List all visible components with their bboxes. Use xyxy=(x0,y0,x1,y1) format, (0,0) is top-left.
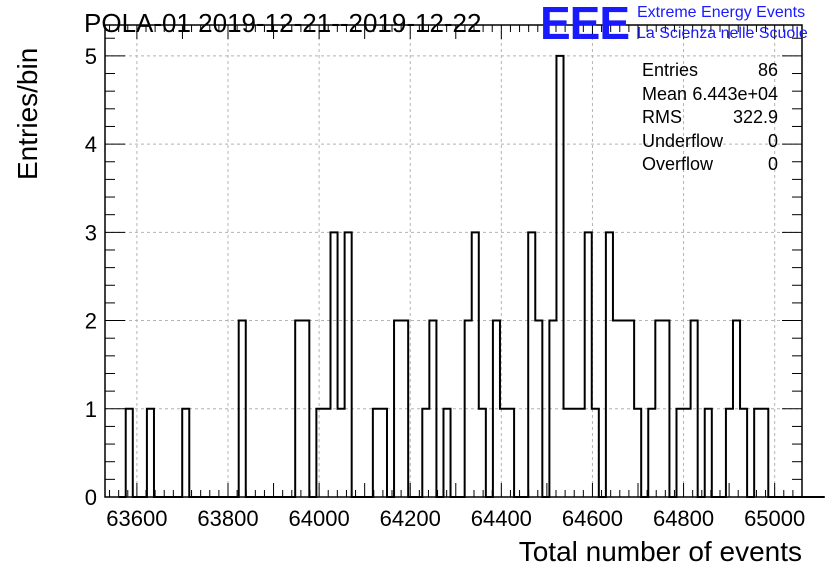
stat-value: 6.443e+04 xyxy=(692,83,778,104)
histogram-bin xyxy=(676,409,683,497)
histogram-bin xyxy=(535,321,542,497)
histogram-bin xyxy=(316,409,323,497)
histogram-bin xyxy=(556,56,563,497)
stat-name: Entries xyxy=(642,60,699,80)
y-axis-label: Entries/bin xyxy=(12,47,43,180)
histogram-bin xyxy=(500,409,507,497)
histogram-bin xyxy=(733,321,740,497)
histogram-bin xyxy=(592,409,599,497)
histogram-bin xyxy=(564,409,571,497)
stat-value: 0 xyxy=(767,154,778,174)
histogram-bin xyxy=(662,321,669,497)
histogram-bin xyxy=(684,409,691,497)
histogram-bin xyxy=(754,409,761,497)
stat-name: Mean xyxy=(642,83,688,104)
histogram-bin xyxy=(606,232,613,497)
histogram-bin xyxy=(239,321,246,497)
histogram-bin xyxy=(338,409,345,497)
eee-logo-line1: Extreme Energy Events xyxy=(637,4,806,21)
x-tick-label: 63800 xyxy=(197,506,258,531)
eee-logo-mark: EEE xyxy=(540,0,630,49)
stats-box: Entries 86 Mean 6.443e+04 RMS 322.9 Unde… xyxy=(640,60,780,178)
histogram-bin xyxy=(422,409,429,497)
histogram-bin xyxy=(634,409,641,497)
histogram-bin xyxy=(126,409,133,497)
histogram-bin xyxy=(295,321,302,497)
histogram-bin xyxy=(380,409,387,497)
histogram-bin xyxy=(627,321,634,497)
stat-name: Underflow xyxy=(642,130,724,151)
stat-name: RMS xyxy=(642,107,682,127)
y-tick-label: 5 xyxy=(85,44,97,69)
histogram-bin xyxy=(401,321,408,497)
histogram-bin xyxy=(443,409,450,497)
histogram-bin xyxy=(655,321,662,497)
histogram-bin xyxy=(507,409,514,497)
histogram-bin xyxy=(761,409,768,497)
eee-logo-line2: La Scienza nelle Scuole xyxy=(637,25,808,42)
histogram-bin xyxy=(585,232,592,497)
stats-row-underflow: Underflow 0 xyxy=(640,131,780,155)
histogram-bin xyxy=(549,321,556,497)
histogram-bin xyxy=(331,232,338,497)
y-tick-label: 4 xyxy=(85,132,97,157)
histogram-bin xyxy=(182,409,189,497)
histogram-bin xyxy=(345,232,352,497)
histogram-bin xyxy=(323,409,330,497)
eee-logo: EEE Extreme Energy Events La Scienza nel… xyxy=(540,0,830,49)
histogram-bin xyxy=(726,409,733,497)
x-tick-label: 64800 xyxy=(653,506,714,531)
y-tick-label: 3 xyxy=(85,220,97,245)
stat-value: 0 xyxy=(767,130,778,151)
histogram-bin xyxy=(571,409,578,497)
stat-value: 86 xyxy=(757,60,778,80)
histogram-bin xyxy=(394,321,401,497)
histogram-bin xyxy=(705,409,712,497)
histogram-outline xyxy=(118,54,825,498)
histogram-bin xyxy=(528,232,535,497)
histogram-bin xyxy=(613,321,620,497)
y-tick-label: 2 xyxy=(85,309,97,334)
x-tick-label: 64000 xyxy=(289,506,350,531)
histogram-bin xyxy=(648,409,655,497)
histogram-bin xyxy=(373,409,380,497)
histogram-bin xyxy=(147,409,154,497)
stats-row-entries: Entries 86 xyxy=(640,60,780,84)
x-tick-label: 63600 xyxy=(106,506,167,531)
stats-row-mean: Mean 6.443e+04 xyxy=(640,84,780,108)
histogram-bin xyxy=(465,321,472,497)
x-tick-label: 64400 xyxy=(471,506,532,531)
histogram-bin xyxy=(479,409,486,497)
stat-value: 322.9 xyxy=(732,107,778,127)
chart-title: POLA-01 2019-12-21--2019-12-22 xyxy=(84,8,482,38)
x-tick-label: 64600 xyxy=(562,506,623,531)
histogram-bin xyxy=(493,321,500,497)
stats-row-rms: RMS 322.9 xyxy=(640,107,780,131)
histogram-bin xyxy=(429,321,436,497)
y-tick-label: 1 xyxy=(85,397,97,422)
y-tick-label: 0 xyxy=(85,485,97,510)
stats-row-overflow: Overflow 0 xyxy=(640,154,780,178)
histogram-bin xyxy=(740,409,747,497)
x-axis-label: Total number of events xyxy=(518,536,802,567)
histogram-bin xyxy=(691,321,698,497)
histogram-bin xyxy=(302,321,309,497)
histogram-bin xyxy=(620,321,627,497)
histogram-bin xyxy=(472,232,479,497)
x-tick-label: 64200 xyxy=(380,506,441,531)
stat-name: Overflow xyxy=(642,154,714,174)
histogram-bin xyxy=(578,409,585,497)
x-tick-label: 65000 xyxy=(744,506,805,531)
